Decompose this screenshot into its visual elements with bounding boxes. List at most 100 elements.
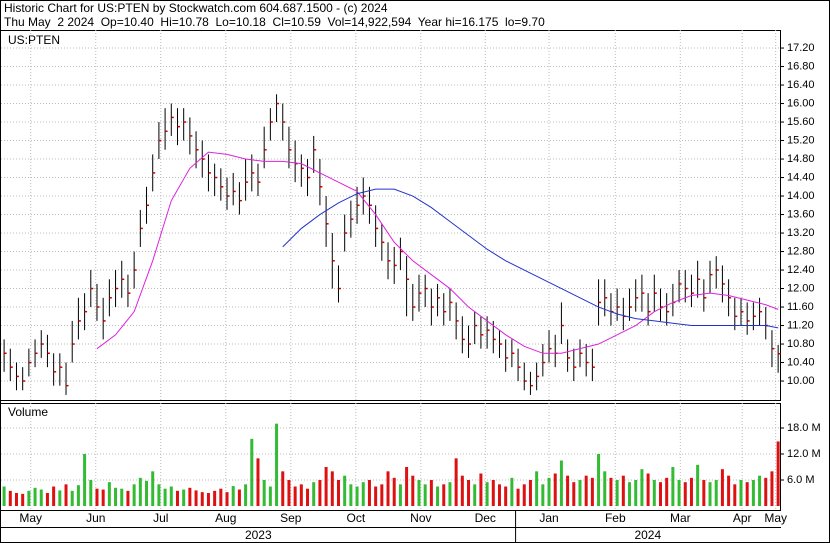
x-tick-label: Mar — [670, 511, 691, 525]
volume-bar — [714, 480, 718, 507]
volume-bar — [764, 477, 768, 507]
volume-bar — [380, 484, 384, 507]
x-tick-label: May — [764, 511, 787, 525]
volume-bar — [45, 493, 49, 507]
x-tick-label: Dec — [475, 511, 496, 525]
volume-bar — [330, 471, 334, 507]
volume-bar — [76, 485, 80, 507]
symbol: US:PTEN — [8, 33, 60, 47]
y-tick-label: 10.00 — [787, 375, 815, 387]
y-tick-label: 18.0 M — [787, 422, 821, 434]
volume-bar — [578, 480, 582, 507]
volume-bar — [89, 480, 93, 507]
volume-bar — [95, 488, 99, 507]
volume-bar — [213, 490, 217, 507]
volume-bar — [306, 488, 310, 507]
volume-bar — [324, 467, 328, 507]
y-tick-label: 15.20 — [787, 134, 815, 146]
volume-bar — [367, 480, 371, 507]
volume-bar — [504, 486, 508, 507]
volume-bar — [219, 488, 223, 507]
volume-bar — [405, 467, 409, 507]
volume-title: Volume — [8, 405, 48, 419]
volume-bar — [194, 490, 198, 507]
volume-bar — [590, 477, 594, 507]
header-line-1: Historic Chart for US:PTEN by Stockwatch… — [4, 1, 388, 15]
y-tick-label: 15.60 — [787, 116, 815, 128]
x-tick-label: Jul — [153, 511, 168, 525]
x-tick-label: Nov — [410, 511, 431, 525]
volume-bar — [64, 484, 68, 507]
y-tick-label: 14.00 — [787, 190, 815, 202]
volume-bar — [157, 484, 161, 507]
volume-bar — [114, 487, 118, 507]
volume-bar — [584, 475, 588, 507]
volume-bar — [739, 480, 743, 507]
y-tick-label: 11.20 — [787, 319, 814, 331]
volume-bar — [751, 480, 755, 507]
volume-bar — [398, 484, 402, 507]
volume-bar — [547, 477, 551, 507]
volume-bar — [460, 475, 464, 507]
volume-bar — [145, 480, 149, 507]
volume-bar — [628, 482, 632, 507]
y-tick-label: 6.0 M — [787, 474, 815, 486]
volume-bar — [120, 488, 124, 507]
volume-bar — [553, 473, 557, 507]
volume-bar — [312, 482, 316, 507]
volume-bar — [597, 454, 601, 507]
x-tick-label: Aug — [215, 511, 236, 525]
volume-bar — [634, 480, 638, 507]
volume-bar — [609, 477, 613, 507]
volume-bar — [770, 471, 774, 507]
volume-bar — [758, 475, 762, 507]
volume-bar — [188, 487, 192, 507]
volume-bar — [163, 488, 167, 507]
y-tick-label: 14.40 — [787, 171, 815, 183]
volume-bar — [281, 471, 285, 507]
volume-bar — [491, 480, 495, 507]
header-line-2: Thu May 2 2024 Op=10.40 Hi=10.78 Lo=10.1… — [4, 15, 545, 29]
volume-bar — [603, 471, 607, 507]
y-tick-label: 12.0 M — [787, 448, 821, 460]
volume-bar — [665, 477, 669, 507]
volume-bar — [652, 480, 656, 507]
volume-bar — [417, 480, 421, 507]
volume-bar — [138, 477, 142, 507]
y-tick-label: 12.40 — [787, 264, 815, 276]
volume-bar — [467, 480, 471, 507]
volume-bar — [522, 484, 526, 507]
volume-bar — [52, 486, 56, 507]
volume-bar — [497, 484, 501, 507]
volume-bar — [696, 464, 700, 507]
volume-panel — [0, 403, 781, 511]
volume-bar — [132, 484, 136, 507]
y-tick-label: 16.40 — [787, 79, 815, 91]
volume-bar — [572, 482, 576, 507]
volume-bar — [225, 492, 229, 507]
volume-bar — [14, 493, 18, 507]
volume-bar — [151, 471, 155, 507]
volume-bar — [336, 480, 340, 507]
volume-bar — [442, 484, 446, 507]
x-tick-label: Feb — [605, 511, 626, 525]
volume-bar — [429, 480, 433, 507]
volume-bar — [708, 482, 712, 507]
volume-bar — [745, 482, 749, 507]
volume-bar — [200, 492, 204, 507]
y-tick-label: 10.80 — [787, 338, 815, 350]
x-tick-label: Jun — [86, 511, 105, 525]
volume-bar — [528, 480, 532, 507]
volume-bar — [392, 477, 396, 507]
volume-bar — [541, 484, 545, 507]
volume-bar — [262, 480, 266, 507]
y-tick-label: 13.20 — [787, 227, 815, 239]
volume-bar — [615, 480, 619, 507]
volume-bar — [318, 480, 322, 507]
volume-bar — [361, 482, 365, 507]
x-tick-label: May — [19, 511, 42, 525]
volume-bar — [727, 475, 731, 507]
volume-bar — [510, 477, 514, 507]
